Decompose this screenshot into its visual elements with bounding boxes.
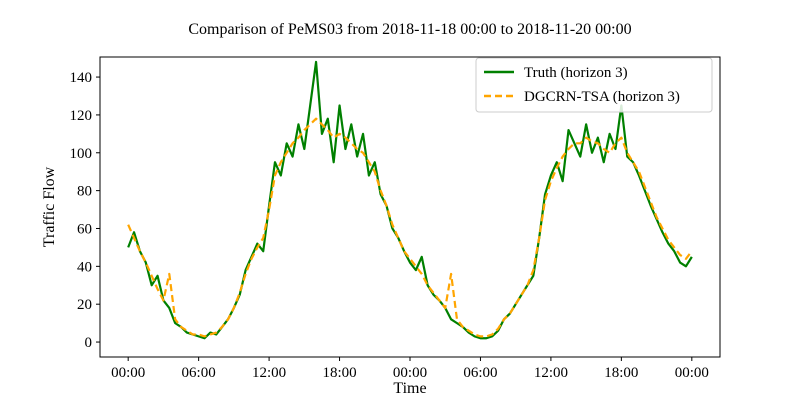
legend-label: DGCRN-TSA (horizon 3) — [524, 89, 680, 105]
x-tick-label: 06:00 — [463, 365, 497, 381]
x-tick-label: 00:00 — [111, 365, 145, 381]
series-line — [127, 117, 693, 338]
y-axis-label: Traffic Flow — [41, 166, 58, 247]
x-tick-label: 18:00 — [604, 365, 638, 381]
y-tick-label: 100 — [70, 146, 93, 162]
x-tick-label: 00:00 — [393, 365, 427, 381]
chart-title: Comparison of PeMS03 from 2018-11-18 00:… — [188, 21, 631, 38]
y-tick-label: 20 — [77, 297, 92, 313]
y-tick-label: 40 — [77, 259, 92, 275]
y-tick-label: 140 — [70, 70, 93, 86]
y-tick-label: 60 — [77, 221, 92, 237]
plot-frame — [99, 56, 721, 358]
x-tick-label: 06:00 — [182, 365, 216, 381]
y-tick-label: 80 — [77, 184, 92, 200]
legend-box — [475, 57, 713, 113]
x-tick-label: 12:00 — [252, 365, 286, 381]
x-axis-label: Time — [393, 380, 426, 397]
x-tick-label: 18:00 — [322, 365, 356, 381]
x-tick-label: 12:00 — [534, 365, 568, 381]
legend-label: Truth (horizon 3) — [524, 65, 628, 81]
y-tick-label: 0 — [85, 335, 93, 351]
x-tick-label: 00:00 — [675, 365, 709, 381]
y-tick-label: 120 — [70, 108, 93, 124]
